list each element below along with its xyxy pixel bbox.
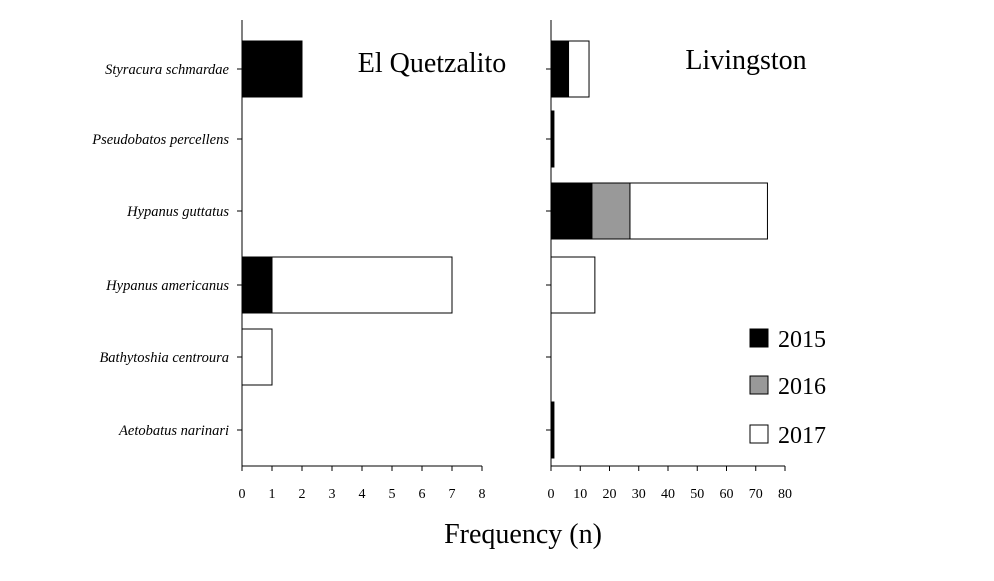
legend-swatch-2016 [749, 375, 769, 395]
x-axis-title: Frequency (n) [444, 519, 602, 550]
panel-livingston-x-tick-label: 80 [778, 487, 792, 502]
legend-swatch-2017 [749, 424, 769, 444]
panel-livingston-x-tick-label: 50 [690, 487, 704, 502]
panel-livingston-bar-styracura-schmardae-2017 [568, 40, 590, 98]
category-label-styracura-schmardae: Styracura schmardae [105, 62, 229, 78]
panel-livingston-x-tick-label: 20 [603, 487, 617, 502]
panel-el-quetzalito-x-tick-label: 3 [329, 487, 336, 502]
panel-el-quetzalito-bar-hypanus-americanus-2017 [271, 256, 453, 314]
legend-label-2017: 2017 [778, 423, 826, 449]
panel-el-quetzalito-x-tick-label: 5 [389, 487, 396, 502]
panel-livingston-bar-hypanus-guttatus-2015 [550, 182, 593, 240]
panel-livingston-x-tick-label: 0 [548, 487, 555, 502]
panel-el-quetzalito-x-tick-label: 6 [419, 487, 426, 502]
panel-livingston-bar-hypanus-guttatus-2017 [629, 182, 768, 240]
panel-livingston-title: Livingston [685, 45, 806, 76]
category-label-aetobatus-narinari: Aetobatus narinari [118, 423, 229, 439]
panel-livingston-bar-pseudobatos-percellens-2015 [550, 110, 555, 168]
panel-el-quetzalito-x-tick-label: 4 [359, 487, 366, 502]
panel-livingston-bar-hypanus-americanus-2017 [550, 256, 596, 314]
panel-livingston-x-tick-label: 30 [632, 487, 646, 502]
panel-el-quetzalito-title: El Quetzalito [358, 48, 507, 79]
category-label-hypanus-guttatus: Hypanus guttatus [126, 204, 229, 220]
panel-el-quetzalito-bar-bathytoshia-centroura-2017 [241, 328, 273, 386]
legend-label-2015: 2015 [778, 327, 826, 353]
panel-livingston-bar-hypanus-guttatus-2016 [591, 182, 631, 240]
panel-el-quetzalito-bar-hypanus-americanus-2015 [241, 256, 273, 314]
panel-livingston-x-tick-label: 40 [661, 487, 675, 502]
panel-livingston-bar-aetobatus-narinari-2015 [550, 401, 555, 459]
legend-swatch-2015 [749, 328, 769, 348]
panel-el-quetzalito-x-tick-label: 1 [269, 487, 276, 502]
panel-el-quetzalito-x-tick-label: 0 [239, 487, 246, 502]
panel-livingston-x-tick-label: 70 [749, 487, 763, 502]
panel-livingston-bar-styracura-schmardae-2015 [550, 40, 570, 98]
legend-label-2016: 2016 [778, 374, 826, 400]
panel-el-quetzalito-x-tick-label: 2 [299, 487, 306, 502]
category-label-pseudobatos-percellens: Pseudobatos percellens [91, 132, 229, 148]
category-label-bathytoshia-centroura: Bathytoshia centroura [99, 350, 229, 366]
panel-el-quetzalito-bar-styracura-schmardae-2015 [241, 40, 303, 98]
panel-el-quetzalito-x-tick-label: 8 [479, 487, 486, 502]
panel-livingston-x-tick-label: 10 [573, 487, 587, 502]
panel-livingston-x-tick-label: 60 [720, 487, 734, 502]
category-label-hypanus-americanus: Hypanus americanus [105, 278, 229, 294]
panel-el-quetzalito-x-tick-label: 7 [449, 487, 456, 502]
